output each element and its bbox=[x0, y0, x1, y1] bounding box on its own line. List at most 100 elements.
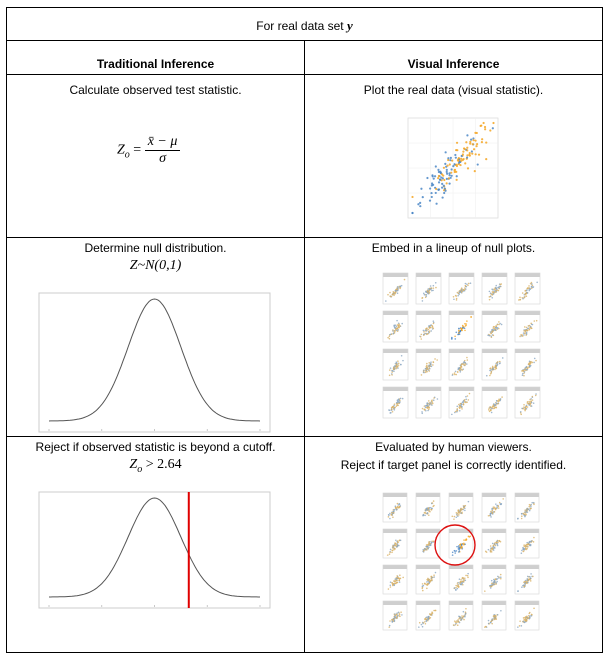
lineup-point bbox=[432, 327, 435, 330]
data-point-blue bbox=[434, 191, 437, 195]
lineup-point bbox=[425, 291, 428, 294]
lineup-panel bbox=[481, 564, 507, 595]
lineup-point bbox=[421, 583, 424, 585]
lineup-point bbox=[525, 513, 527, 516]
lineup-point bbox=[397, 404, 399, 407]
lineup-point bbox=[391, 370, 394, 372]
data-point-blue bbox=[466, 134, 469, 137]
lineup-point bbox=[421, 407, 424, 410]
lineup-point bbox=[498, 285, 501, 288]
data-point-blue bbox=[444, 151, 447, 154]
panel-strip bbox=[416, 529, 440, 533]
lineup-point bbox=[397, 362, 400, 365]
lineup-point bbox=[524, 408, 527, 411]
lineup-panel bbox=[415, 310, 442, 343]
lineup-point bbox=[456, 545, 458, 548]
lineup-panel bbox=[514, 386, 541, 419]
lineup-point bbox=[525, 292, 528, 295]
lineup-point bbox=[487, 548, 490, 551]
lineup-point bbox=[459, 290, 462, 293]
lineup-point bbox=[403, 278, 406, 281]
lineup-point bbox=[392, 617, 395, 620]
lineup-point bbox=[465, 285, 468, 288]
lineup-point bbox=[462, 610, 465, 613]
data-point-blue bbox=[444, 189, 447, 192]
lineup-point bbox=[523, 374, 525, 377]
lineup-point bbox=[495, 291, 497, 294]
lineup-point bbox=[521, 296, 524, 299]
lineup-point bbox=[390, 295, 393, 298]
lineup-point bbox=[525, 548, 527, 551]
lineup-point bbox=[457, 333, 459, 336]
lineup-point bbox=[429, 542, 431, 545]
lineup-point bbox=[465, 398, 468, 401]
lineup-point bbox=[528, 360, 531, 363]
lineup-point bbox=[428, 407, 430, 409]
lineup-point bbox=[429, 614, 432, 616]
lineup-point bbox=[391, 583, 394, 586]
lineup-point bbox=[394, 291, 396, 294]
lineup-point bbox=[389, 295, 391, 297]
panel-strip bbox=[449, 565, 473, 569]
lineup-point bbox=[425, 409, 427, 412]
lineup-point bbox=[455, 550, 458, 552]
data-point-orange bbox=[448, 163, 451, 166]
lineup-point bbox=[496, 288, 498, 291]
lineup-point bbox=[528, 285, 530, 287]
lineup-point bbox=[531, 283, 533, 285]
lineup-point bbox=[524, 332, 526, 334]
lineup-point bbox=[423, 371, 425, 374]
lineup-point bbox=[395, 362, 398, 364]
lineup-point bbox=[396, 577, 398, 580]
lineup-point bbox=[453, 373, 456, 376]
lineup-point bbox=[396, 319, 398, 322]
lineup-point bbox=[525, 329, 527, 332]
lineup-point bbox=[394, 406, 396, 409]
lineup-point bbox=[427, 328, 430, 331]
lineup-point bbox=[388, 626, 391, 628]
lineup-point bbox=[495, 582, 498, 584]
data-point-orange bbox=[445, 182, 448, 185]
lineup-point bbox=[396, 324, 399, 326]
lineup-point bbox=[429, 506, 431, 509]
data-point-blue bbox=[426, 176, 429, 180]
lineup-point bbox=[396, 502, 399, 505]
lineup-point bbox=[427, 616, 430, 619]
lineup-point bbox=[391, 410, 394, 413]
lineup-point bbox=[420, 333, 423, 336]
lineup-point bbox=[394, 544, 396, 547]
lineup-point bbox=[493, 327, 496, 330]
lineup-point bbox=[526, 615, 528, 618]
data-point-orange bbox=[442, 166, 446, 169]
lineup-point bbox=[487, 514, 490, 517]
data-point-orange bbox=[450, 171, 453, 174]
lineup-point bbox=[427, 617, 430, 620]
lineup-point bbox=[460, 405, 463, 408]
lineup-point bbox=[531, 395, 534, 398]
lineup-point bbox=[495, 406, 498, 409]
lineup-point bbox=[521, 374, 524, 377]
data-point-orange bbox=[446, 164, 449, 167]
lineup-point bbox=[492, 330, 494, 332]
lineup-point bbox=[497, 289, 500, 292]
panel-strip bbox=[383, 273, 408, 277]
lineup-point bbox=[491, 365, 494, 368]
lineup-point bbox=[421, 412, 424, 415]
data-point-blue bbox=[449, 176, 452, 179]
lineup-point bbox=[395, 325, 398, 328]
lineup-point bbox=[460, 404, 463, 406]
lineup-point bbox=[456, 512, 459, 515]
lineup-point bbox=[521, 292, 524, 294]
data-point-blue bbox=[420, 187, 423, 190]
lineup-point bbox=[427, 579, 429, 581]
lineup-point bbox=[526, 400, 529, 403]
data-point-blue bbox=[445, 168, 448, 171]
lineup-point bbox=[526, 402, 529, 404]
lineup-point bbox=[527, 363, 530, 366]
lineup-point bbox=[465, 324, 467, 326]
lineup-point bbox=[531, 323, 534, 326]
lineup-point bbox=[519, 296, 521, 299]
data-point-blue bbox=[441, 182, 444, 185]
data-point-orange bbox=[474, 131, 477, 134]
lineup-point bbox=[425, 332, 427, 335]
